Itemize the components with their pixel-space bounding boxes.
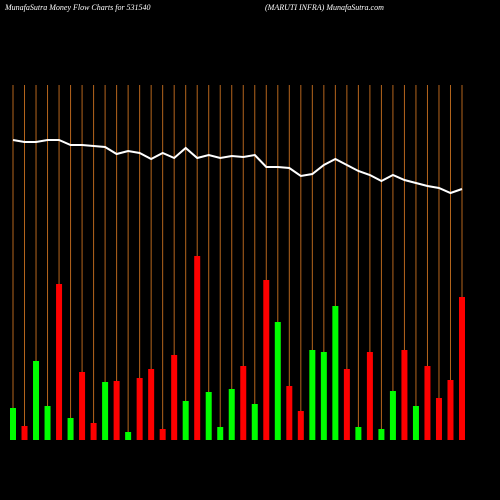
bar: [217, 427, 224, 440]
bar: [343, 369, 350, 440]
bar: [459, 297, 465, 440]
bar: [320, 352, 327, 440]
bar: [355, 427, 362, 440]
bar: [366, 352, 373, 440]
bar: [148, 369, 155, 440]
bar: [378, 429, 385, 440]
bar: [228, 389, 235, 440]
bar: [274, 322, 281, 440]
bar: [332, 306, 339, 440]
bar: [56, 284, 63, 440]
bar: [240, 366, 247, 440]
bar: [251, 404, 258, 440]
bar: [389, 391, 396, 440]
bar: [205, 392, 212, 440]
chart-subtitle: (MARUTI INFRA) MunafaSutra.com: [265, 3, 384, 12]
bar: [286, 386, 293, 440]
bar: [297, 411, 304, 440]
bar: [125, 432, 132, 440]
bar: [309, 350, 316, 440]
bar: [424, 366, 431, 440]
bar: [171, 355, 178, 440]
chart-title: MunafaSutra Money Flow Charts for 531540: [4, 3, 151, 12]
bar: [159, 429, 166, 440]
bar: [44, 406, 51, 440]
bar: [90, 423, 97, 440]
bar: [401, 350, 408, 440]
bar: [33, 361, 40, 440]
bar: [136, 378, 143, 440]
bar: [21, 426, 28, 440]
bar: [67, 418, 74, 440]
bar: [194, 256, 201, 440]
bar: [263, 280, 270, 440]
bar: [412, 406, 419, 440]
bar: [10, 408, 16, 440]
flow-line: [12, 139, 463, 195]
bar: [79, 372, 86, 440]
bar: [102, 382, 109, 440]
bar: [113, 381, 120, 440]
bar: [435, 398, 442, 440]
bar: [447, 380, 454, 440]
bar: [182, 401, 189, 440]
